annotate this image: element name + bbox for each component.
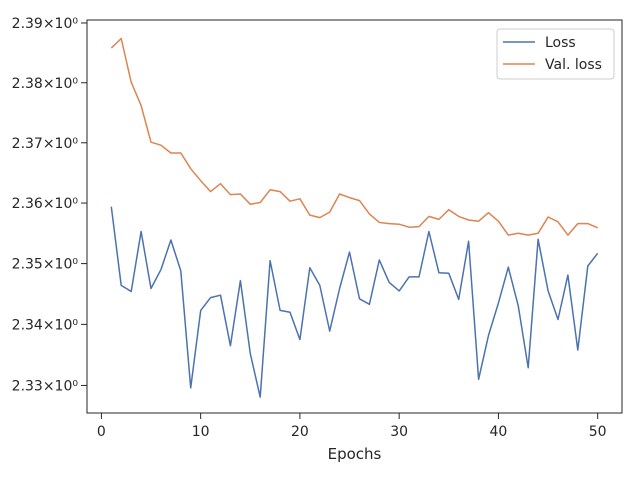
- y-tick-label: 2.38×10⁰: [12, 76, 79, 92]
- x-axis-label: Epochs: [328, 445, 382, 463]
- series-line-loss: [110, 206, 599, 398]
- x-tick-label: 40: [490, 424, 508, 440]
- x-tick-label: 20: [291, 424, 309, 440]
- x-tick-label: 0: [97, 424, 106, 440]
- x-tick-label: 50: [589, 424, 607, 440]
- y-tick-label: 2.36×10⁰: [12, 196, 79, 212]
- y-tick-label: 2.34×10⁰: [12, 317, 79, 333]
- plot-lines: [110, 37, 599, 398]
- y-tick-label: 2.37×10⁰: [12, 136, 79, 152]
- legend-label: Val. loss: [545, 57, 602, 73]
- series-line-val-loss: [110, 37, 598, 236]
- y-axis-ticks: 2.33×10⁰ 2.34×10⁰ 2.35×10⁰ 2.36×10⁰ 2.37×10⁰…: [12, 16, 87, 394]
- legend-label: Loss: [545, 35, 576, 51]
- legend: Loss Val. loss: [496, 28, 615, 80]
- x-axis-ticks: 0 10 20 30 40 50: [97, 413, 607, 440]
- y-tick-label: 2.33×10⁰: [12, 378, 79, 394]
- y-tick-label: 2.35×10⁰: [12, 257, 79, 273]
- y-tick-label: 2.39×10⁰: [12, 16, 79, 32]
- x-tick-label: 30: [390, 424, 408, 440]
- plot-frame: [86, 19, 623, 414]
- x-tick-label: 10: [192, 424, 210, 440]
